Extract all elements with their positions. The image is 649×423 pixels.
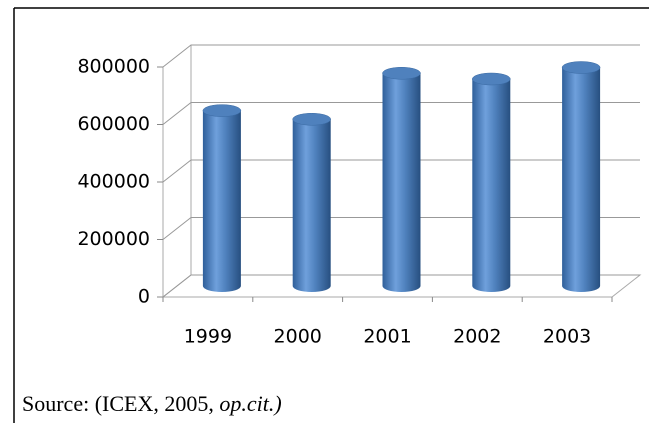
cylinder: [561, 61, 601, 292]
cylinder: [472, 72, 511, 292]
y-tick-label: 600000: [77, 113, 150, 135]
bar-top: [202, 104, 242, 117]
source-note: Source: (ICEX, 2005, op.cit.): [22, 391, 282, 416]
y-tick-label: 400000: [77, 171, 150, 193]
bar-top: [561, 61, 601, 74]
x-tick-label: 2002: [453, 326, 501, 348]
plot: 0 200000 400000 600000 800000 1999 2000 2001 200…: [77, 44, 642, 348]
x-tick-label: 2001: [363, 326, 411, 348]
grid-line: [162, 44, 640, 68]
cylinder: [292, 113, 331, 292]
bar-top: [382, 67, 421, 80]
y-tick-label: 800000: [77, 56, 150, 78]
bar: [472, 79, 511, 292]
y-tick-label: 200000: [77, 228, 150, 250]
cylinder: [382, 67, 421, 292]
x-tick-label: 1999: [184, 326, 232, 348]
bar-top: [292, 113, 331, 126]
bar: [292, 119, 331, 292]
bar: [382, 73, 421, 292]
cylinder: [202, 104, 242, 292]
bar: [562, 67, 601, 292]
frame: [13, 7, 649, 423]
x-tick-label: 2000: [274, 326, 322, 348]
bar-top: [472, 72, 511, 86]
y-tick-label: 0: [138, 286, 150, 308]
x-tick-label: 2003: [543, 326, 591, 348]
bar: [202, 110, 241, 292]
source-italic: op.cit.): [219, 391, 281, 416]
source-prefix: Source: (ICEX, 2005,: [22, 391, 219, 416]
